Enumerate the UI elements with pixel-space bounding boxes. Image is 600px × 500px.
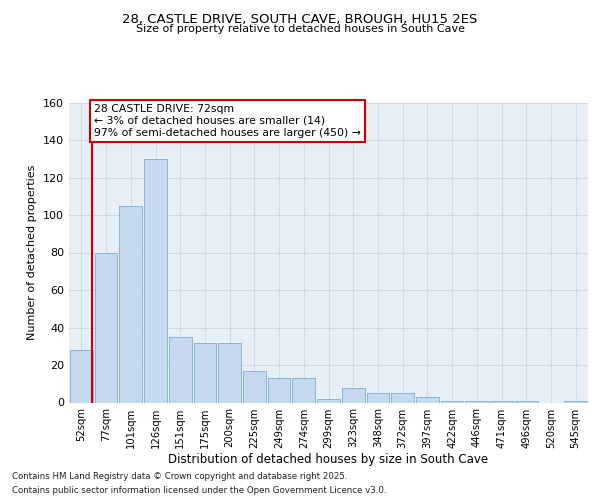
Bar	[416, 397, 439, 402]
Text: Contains HM Land Registry data © Crown copyright and database right 2025.: Contains HM Land Registry data © Crown c…	[12, 472, 347, 481]
Text: 28 CASTLE DRIVE: 72sqm
← 3% of detached houses are smaller (14)
97% of semi-deta: 28 CASTLE DRIVE: 72sqm ← 3% of detached …	[94, 104, 361, 138]
Y-axis label: Number of detached properties: Number of detached properties	[28, 165, 37, 340]
Bar	[95, 252, 118, 402]
Bar	[515, 400, 538, 402]
Bar	[70, 350, 93, 403]
X-axis label: Distribution of detached houses by size in South Cave: Distribution of detached houses by size …	[169, 454, 488, 466]
Text: Contains public sector information licensed under the Open Government Licence v3: Contains public sector information licen…	[12, 486, 386, 495]
Bar	[194, 342, 216, 402]
Bar	[292, 378, 315, 402]
Bar	[144, 159, 167, 402]
Bar	[490, 400, 513, 402]
Bar	[268, 378, 290, 402]
Bar	[342, 388, 365, 402]
Text: 28, CASTLE DRIVE, SOUTH CAVE, BROUGH, HU15 2ES: 28, CASTLE DRIVE, SOUTH CAVE, BROUGH, HU…	[122, 12, 478, 26]
Text: Size of property relative to detached houses in South Cave: Size of property relative to detached ho…	[136, 24, 464, 34]
Bar	[169, 337, 191, 402]
Bar	[564, 400, 587, 402]
Bar	[466, 400, 488, 402]
Bar	[391, 393, 414, 402]
Bar	[243, 370, 266, 402]
Bar	[218, 342, 241, 402]
Bar	[317, 399, 340, 402]
Bar	[367, 393, 389, 402]
Bar	[119, 206, 142, 402]
Bar	[441, 400, 463, 402]
